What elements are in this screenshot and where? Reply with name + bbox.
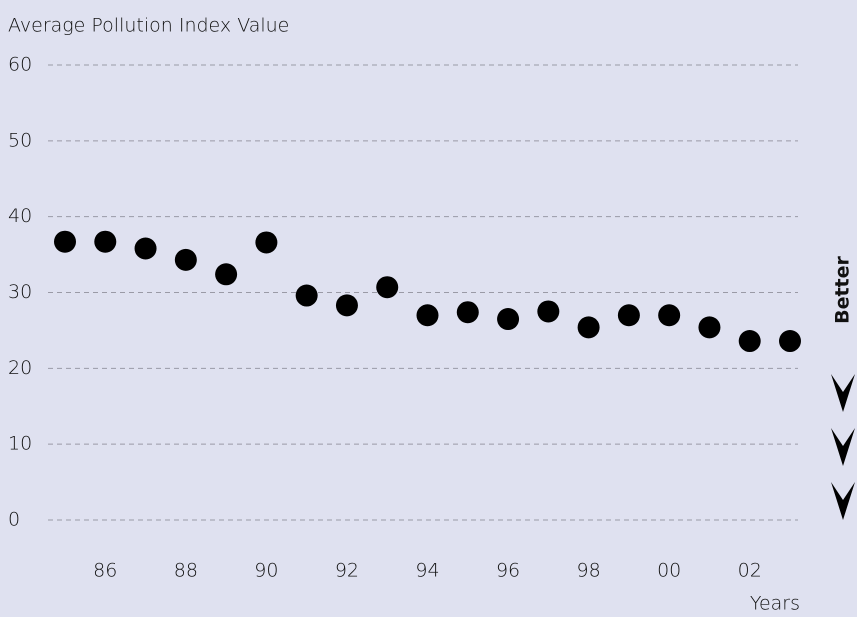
dot [698,316,721,339]
dot [335,294,358,317]
dot [617,304,640,327]
dot [497,308,520,331]
x-tick-label: 98 [577,560,601,582]
dot [215,263,238,286]
x-tick-label: 94 [415,560,439,582]
x-axis-label: Years [750,593,800,615]
x-tick-label: 88 [174,560,198,582]
x-tick-label: 86 [93,560,117,582]
dot [456,301,479,324]
dot [54,230,76,253]
y-axis-label: Average Pollution Index Value [8,15,289,37]
y-tick-label: 50 [8,129,32,151]
x-tick-label: 92 [335,560,359,582]
y-tick-label: 60 [8,54,32,76]
dot [174,248,197,271]
dot [134,237,157,260]
dot [577,316,600,339]
y-tick-label: 10 [8,433,32,455]
dot [779,330,801,353]
arrow [831,428,855,466]
dot [658,304,681,327]
dot [738,330,761,353]
dot [416,304,439,327]
annotation: Better [832,255,854,323]
dot [94,230,117,253]
arrow [831,482,855,520]
x-tick-label: 02 [738,560,762,582]
dot [376,276,399,299]
dot [255,231,278,254]
y-tick-label: 40 [8,205,32,227]
y-tick-label: 0 [8,509,20,531]
x-tick-label: 90 [254,560,278,582]
arrow [831,374,855,412]
y-tick-label: 20 [8,357,32,379]
x-tick-label: 00 [657,560,681,582]
x-tick-label: 96 [496,560,520,582]
y-tick-label: 30 [8,281,32,303]
dot [295,284,318,307]
dot [537,300,560,323]
